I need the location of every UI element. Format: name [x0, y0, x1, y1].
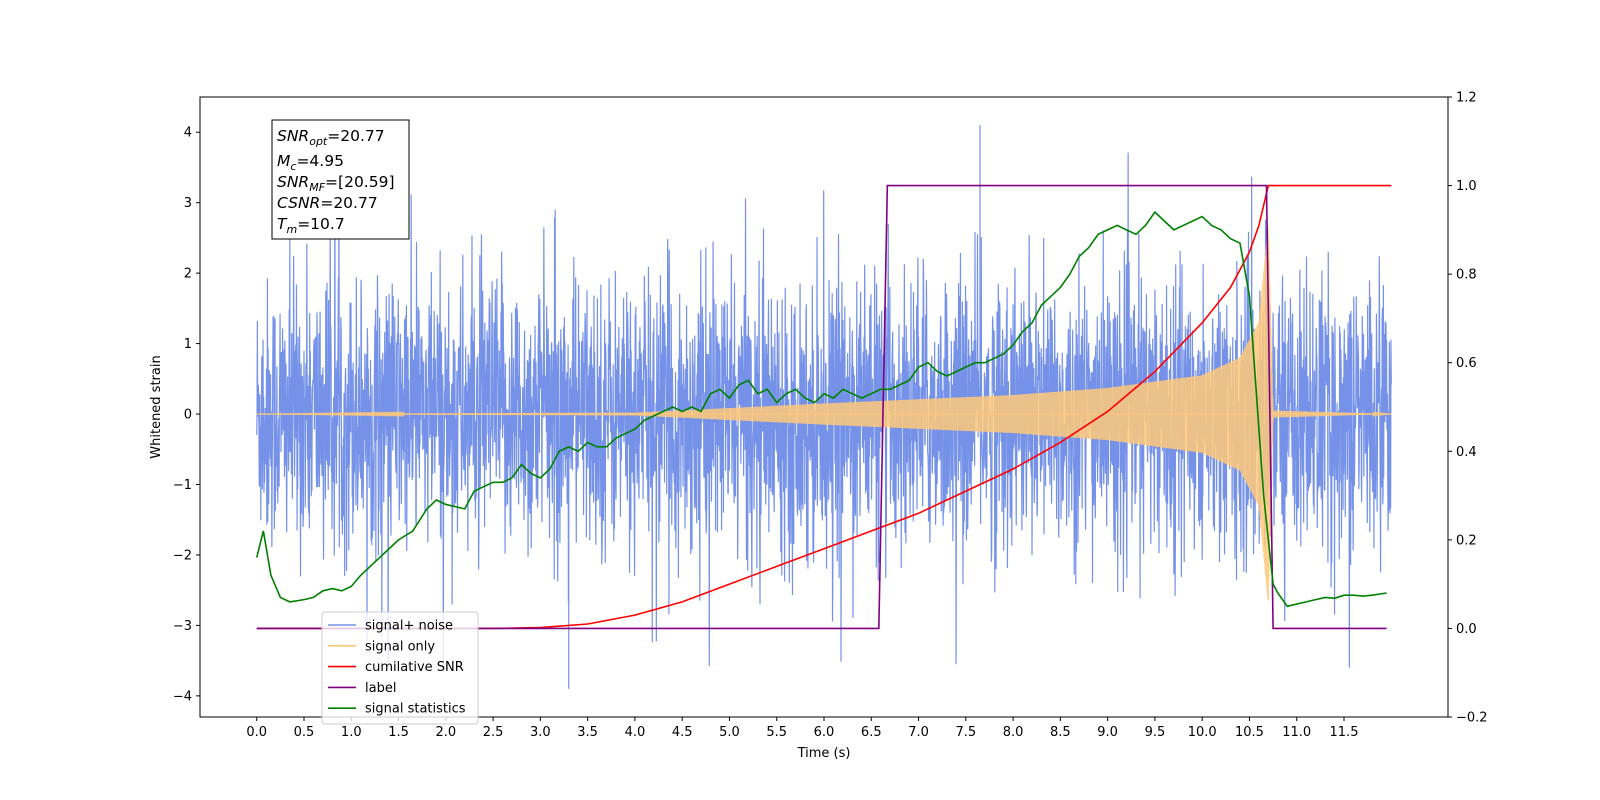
y-right-tick-label: −0.2: [1456, 711, 1488, 726]
x-axis: 0.0 0.5 1.0 1.5 2.0 2.5 3.0 3.5 4.0 4.5 5.0 5.5 6.0 6…: [246, 717, 1358, 740]
snr-opt-base: SNR: [277, 127, 309, 145]
annotation-tm: Tm=10.7: [277, 215, 345, 236]
legend: signal+ noise signal only cumilative SNR la…: [321, 611, 479, 725]
y-left-tick-label: −2: [173, 548, 192, 563]
x-tick-label: 11.0: [1282, 725, 1311, 740]
annotation-box: SNRopt=20.77 Mc=4.95 SNRMF=[20.59] CSNR=…: [271, 119, 410, 240]
x-tick-label: 2.0: [435, 725, 456, 740]
y-left-tick-label: 3: [184, 196, 192, 211]
y-left-tick-label: 1: [184, 337, 192, 352]
x-tick-label: 2.5: [483, 725, 504, 740]
annotation-mc: Mc=4.95: [277, 152, 344, 173]
csnr-value: =20.77: [320, 194, 377, 212]
y-axis-left: −4 −3 −2 −1 0 1 2 3 4: [173, 126, 200, 704]
snr-mf-sub: MF: [309, 181, 325, 194]
snr-opt-sub: opt: [309, 135, 328, 148]
x-tick-label: 3.0: [530, 725, 551, 740]
annotation-snr-opt: SNRopt=20.77: [277, 127, 385, 148]
annotation-csnr: CSNR=20.77: [277, 194, 378, 212]
annotation-frame: [271, 119, 410, 240]
y-left-tick-label: 0: [184, 408, 192, 423]
y-right-tick-label: 0.2: [1456, 533, 1477, 548]
snr-mf-base: SNR: [277, 173, 309, 191]
mc-sub: c: [290, 160, 296, 173]
x-tick-label: 7.5: [955, 725, 976, 740]
legend-item-signal-statistics: signal statistics: [365, 702, 466, 717]
x-tick-label: 7.0: [908, 725, 929, 740]
x-tick-label: 3.5: [577, 725, 598, 740]
mc-base: M: [277, 152, 290, 170]
annotation-snr-mf: SNRMF=[20.59]: [277, 173, 395, 194]
y-left-tick-label: −4: [173, 689, 192, 704]
x-tick-label: 4.5: [672, 725, 693, 740]
x-tick-label: 5.5: [766, 725, 787, 740]
x-tick-label: 9.0: [1097, 725, 1118, 740]
tm-base: T: [277, 215, 288, 233]
x-tick-label: 8.5: [1050, 725, 1071, 740]
x-tick-label: 9.5: [1145, 725, 1166, 740]
x-tick-label: 0.5: [294, 725, 315, 740]
x-tick-label: 10.0: [1188, 725, 1217, 740]
snr-mf-value: =[20.59]: [325, 173, 394, 191]
y-right-tick-label: 0.6: [1456, 356, 1477, 371]
x-axis-label: Time (s): [797, 746, 851, 761]
x-tick-label: 0.0: [246, 725, 267, 740]
legend-frame: [321, 611, 479, 725]
y-right-tick-label: 1.2: [1456, 91, 1477, 106]
legend-item-signal-noise: signal+ noise: [365, 619, 453, 634]
x-tick-label: 5.0: [719, 725, 740, 740]
y-axis-right: −0.2 0.0 0.2 0.4 0.6 0.8 1.0 1.2: [1448, 91, 1488, 726]
y-left-tick-label: −1: [173, 478, 192, 493]
x-tick-label: 8.0: [1003, 725, 1024, 740]
x-tick-label: 1.0: [341, 725, 362, 740]
legend-item-label: label: [365, 681, 396, 696]
x-tick-label: 1.5: [388, 725, 409, 740]
x-tick-label: 10.5: [1235, 725, 1264, 740]
snr-opt-value: =20.77: [327, 127, 384, 145]
y-left-tick-label: −3: [173, 619, 192, 634]
mc-value: =4.95: [296, 152, 344, 170]
legend-item-cumulative-snr: cumilative SNR: [365, 660, 464, 675]
y-left-tick-label: 4: [184, 126, 192, 141]
tm-sub: m: [286, 223, 297, 236]
y-right-tick-label: 1.0: [1456, 179, 1477, 194]
x-tick-label: 6.5: [861, 725, 882, 740]
series-label: [256, 184, 1387, 630]
y-left-tick-label: 2: [184, 267, 192, 282]
series-signal-statistics: [255, 210, 1387, 608]
y-axis-left-label: Whitened strain: [149, 355, 164, 458]
x-tick-label: 4.0: [625, 725, 646, 740]
y-right-tick-label: 0.0: [1456, 622, 1477, 637]
series-layer: [255, 125, 1392, 689]
series-cumulative-snr: [256, 184, 1392, 630]
csnr-base: CSNR: [277, 194, 320, 212]
tm-value: =10.7: [297, 215, 345, 233]
legend-item-signal-only: signal only: [365, 639, 435, 654]
y-right-tick-label: 0.8: [1456, 268, 1477, 283]
x-tick-label: 11.5: [1330, 725, 1359, 740]
x-tick-label: 6.0: [814, 725, 835, 740]
y-right-tick-label: 0.4: [1456, 445, 1477, 460]
